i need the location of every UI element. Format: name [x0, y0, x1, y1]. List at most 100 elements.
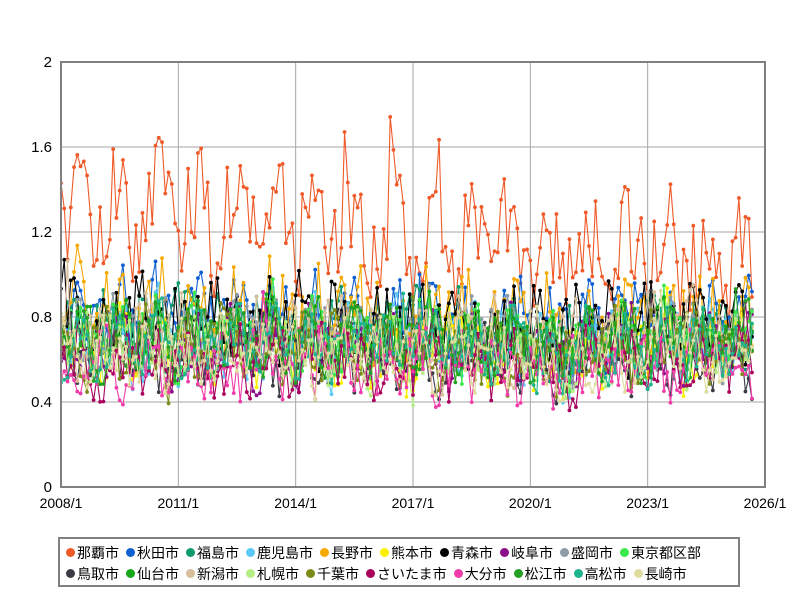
series-marker-鳥取市 — [394, 387, 399, 392]
series-marker-長崎市 — [453, 337, 458, 342]
series-marker-那覇市 — [254, 241, 259, 246]
series-marker-新潟市 — [160, 329, 164, 333]
series-marker-松江市 — [606, 344, 611, 349]
legend-item-千葉市[interactable]: 千葉市 — [306, 567, 359, 581]
legend-item-鳥取市[interactable]: 鳥取市 — [66, 567, 119, 581]
y-axis-tick-label: 0.8 — [31, 309, 52, 326]
series-marker-熊本市 — [332, 383, 337, 388]
series-marker-さいたま市 — [655, 379, 660, 384]
series-marker-那覇市 — [580, 268, 585, 273]
series-marker-秋田市 — [91, 303, 96, 308]
series-marker-鹿児島市 — [121, 331, 125, 336]
legend-item-岐阜市[interactable]: 岐阜市 — [500, 546, 553, 560]
series-marker-岐阜市 — [257, 391, 262, 396]
series-marker-高松市 — [554, 351, 559, 355]
series-marker-大分市 — [290, 362, 295, 366]
legend-item-さいたま市[interactable]: さいたま市 — [366, 567, 447, 581]
series-marker-松江市 — [567, 339, 572, 344]
series-marker-大分市 — [626, 388, 631, 393]
series-marker-高松市 — [368, 323, 373, 328]
series-marker-長野市 — [433, 292, 438, 297]
legend-item-盛岡市[interactable]: 盛岡市 — [560, 546, 613, 560]
series-marker-秋田市 — [518, 274, 523, 279]
series-marker-那覇市 — [665, 223, 670, 227]
series-marker-長崎市 — [723, 374, 728, 379]
series-marker-大分市 — [746, 363, 751, 368]
series-marker-長崎市 — [375, 340, 380, 344]
series-marker-長崎市 — [336, 336, 340, 341]
series-marker-那覇市 — [404, 272, 409, 277]
series-marker-新潟市 — [368, 307, 373, 312]
series-marker-松江市 — [717, 335, 722, 340]
series-marker-福島市 — [417, 287, 422, 292]
series-marker-高松市 — [225, 362, 230, 367]
series-marker-新潟市 — [603, 322, 608, 327]
series-marker-長崎市 — [137, 379, 142, 384]
legend-item-秋田市[interactable]: 秋田市 — [126, 546, 179, 560]
series-marker-大分市 — [401, 370, 406, 375]
series-marker-盛岡市 — [502, 314, 507, 319]
legend-item-東京都区部[interactable]: 東京都区部 — [620, 546, 701, 560]
legend-item-長崎市[interactable]: 長崎市 — [633, 567, 687, 581]
legend-item-熊本市[interactable]: 熊本市 — [380, 546, 433, 560]
legend-item-鹿児島市[interactable]: 鹿児島市 — [246, 546, 313, 560]
series-marker-長野市 — [68, 300, 73, 305]
series-marker-高松市 — [381, 313, 386, 318]
series-marker-長崎市 — [68, 338, 73, 343]
legend-item-長野市[interactable]: 長野市 — [320, 546, 373, 560]
series-marker-仙台市 — [437, 307, 441, 311]
series-marker-高松市 — [632, 364, 637, 368]
series-marker-那覇市 — [68, 205, 73, 210]
series-marker-長崎市 — [401, 339, 406, 344]
series-marker-那覇市 — [101, 261, 106, 266]
legend-item-高松市[interactable]: 高松市 — [573, 567, 627, 581]
legend-item-新潟市[interactable]: 新潟市 — [186, 567, 239, 581]
series-marker-長崎市 — [613, 343, 617, 347]
series-marker-長崎市 — [658, 288, 663, 293]
series-marker-さいたま市 — [290, 387, 295, 392]
series-marker-長崎市 — [127, 382, 132, 387]
series-marker-仙台市 — [424, 305, 428, 310]
legend-item-仙台市[interactable]: 仙台市 — [126, 567, 179, 581]
series-marker-大分市 — [277, 376, 282, 381]
series-marker-長崎市 — [482, 346, 487, 351]
series-marker-高松市 — [192, 348, 197, 352]
series-marker-高松市 — [78, 336, 83, 341]
series-marker-長野市 — [349, 295, 353, 300]
series-marker-盛岡市 — [427, 283, 432, 288]
series-marker-那覇市 — [495, 250, 500, 255]
series-marker-新潟市 — [88, 313, 93, 318]
series-marker-長野市 — [710, 276, 715, 281]
series-marker-秋田市 — [283, 285, 288, 289]
legend-item-大分市[interactable]: 大分市 — [453, 567, 507, 581]
series-marker-長崎市 — [205, 338, 210, 343]
series-marker-那覇市 — [433, 189, 438, 194]
legend-item-松江市[interactable]: 松江市 — [513, 567, 567, 581]
series-marker-秋田市 — [750, 289, 754, 294]
series-marker-青森市 — [420, 282, 425, 287]
series-marker-那覇市 — [238, 164, 243, 168]
legend-item-福島市[interactable]: 福島市 — [186, 546, 239, 560]
series-marker-大分市 — [518, 401, 523, 405]
series-marker-盛岡市 — [163, 295, 168, 300]
series-marker-長野市 — [459, 274, 464, 279]
series-marker-長野市 — [75, 243, 80, 248]
legend-item-青森市[interactable]: 青森市 — [440, 546, 493, 560]
legend-item-札幌市[interactable]: 札幌市 — [246, 567, 299, 581]
series-marker-東京都区部 — [267, 299, 272, 304]
series-marker-大分市 — [352, 388, 357, 393]
series-marker-さいたま市 — [371, 398, 376, 403]
series-marker-長野市 — [78, 259, 83, 264]
series-marker-仙台市 — [590, 308, 595, 313]
series-marker-青森市 — [473, 301, 477, 306]
legend-label: 青森市 — [451, 544, 493, 561]
series-marker-那覇市 — [613, 267, 617, 272]
legend-item-那覇市[interactable]: 那覇市 — [66, 546, 119, 560]
series-marker-青森市 — [642, 281, 647, 286]
legend-label: さいたま市 — [377, 565, 447, 582]
series-marker-那覇市 — [111, 147, 116, 152]
series-marker-長野市 — [554, 312, 559, 317]
series-marker-さいたま市 — [270, 342, 275, 347]
series-marker-札幌市 — [411, 403, 415, 408]
series-marker-新潟市 — [645, 290, 650, 295]
